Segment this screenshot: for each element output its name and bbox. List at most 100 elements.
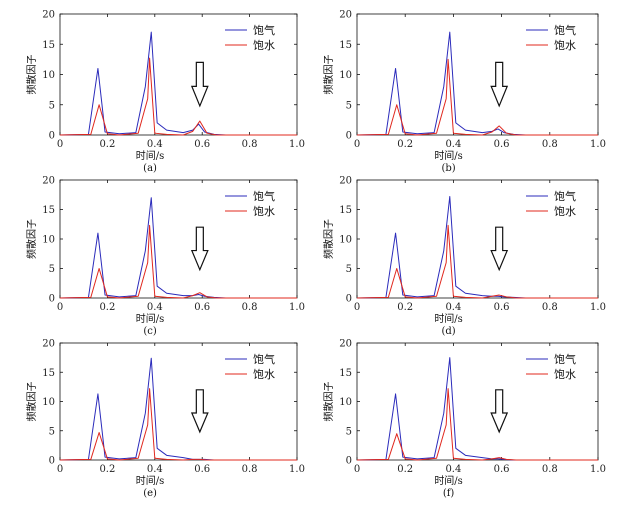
x-tick-label: 0.6 <box>194 464 210 475</box>
x-tick-label: 0.8 <box>242 302 258 313</box>
x-tick-label: 0.6 <box>194 139 210 150</box>
series-line-water <box>59 224 297 299</box>
x-tick-label: 0 <box>354 464 360 475</box>
y-axis-label: 频散因子 <box>322 382 335 422</box>
legend-label: 饱水 <box>554 367 576 381</box>
series-line-water <box>356 388 598 461</box>
legend-label: 饱水 <box>554 204 576 218</box>
y-axis-label: 频散因子 <box>322 219 335 259</box>
x-axis-label: 时间/s <box>136 149 165 162</box>
y-tick-label: 10 <box>42 397 55 408</box>
y-tick-label: 0 <box>346 456 352 467</box>
y-axis-label: 频散因子 <box>25 55 38 95</box>
y-tick-label: 15 <box>42 205 55 216</box>
y-tick-label: 0 <box>49 294 55 305</box>
panel-label: (f) <box>443 488 455 499</box>
y-tick-label: 5 <box>346 264 352 275</box>
x-tick-label: 0.4 <box>147 139 163 150</box>
y-tick-label: 20 <box>339 10 352 21</box>
x-tick-label: 0.4 <box>147 302 163 313</box>
y-tick-label: 15 <box>339 368 352 379</box>
panel-label: (a) <box>143 163 157 174</box>
y-tick-label: 20 <box>339 176 352 187</box>
x-axis-label: 时间/s <box>434 312 463 325</box>
arrow-down-icon <box>190 226 209 272</box>
x-tick-label: 0.8 <box>542 302 558 313</box>
y-tick-label: 0 <box>346 294 352 305</box>
y-tick-label: 0 <box>49 131 55 142</box>
x-tick-label: 0.2 <box>99 139 115 150</box>
x-tick-label: 0.2 <box>99 302 115 313</box>
x-tick-label: 1.0 <box>590 139 606 150</box>
series-line-water <box>356 58 598 136</box>
legend-label: 饱气 <box>253 23 275 37</box>
y-tick-label: 5 <box>346 100 352 111</box>
arrow-down-icon <box>190 61 209 108</box>
y-tick-label: 0 <box>49 456 55 467</box>
y-axis-label: 频散因子 <box>25 219 38 259</box>
x-tick-label: 0.4 <box>147 464 163 475</box>
y-tick-label: 10 <box>339 70 352 81</box>
x-tick-label: 1.0 <box>289 302 305 313</box>
x-tick-label: 0.2 <box>397 302 413 313</box>
x-tick-label: 0.4 <box>445 139 461 150</box>
x-tick-label: 1.0 <box>289 464 305 475</box>
x-tick-label: 0 <box>57 464 63 475</box>
x-tick-label: 0.6 <box>194 302 210 313</box>
x-tick-label: 0.6 <box>494 464 510 475</box>
y-axis-label: 频散因子 <box>322 55 335 95</box>
panel-label: (c) <box>143 326 157 337</box>
arrow-down-icon <box>490 389 509 434</box>
arrow-down-icon <box>490 61 509 108</box>
series-line-water <box>59 57 297 136</box>
x-axis-label: 时间/s <box>136 474 165 487</box>
legend-label: 饱水 <box>554 38 576 52</box>
y-tick-label: 10 <box>339 397 352 408</box>
x-axis-label: 时间/s <box>434 474 463 487</box>
x-tick-label: 0.2 <box>397 139 413 150</box>
y-tick-label: 5 <box>49 264 55 275</box>
plot-frame <box>356 342 599 461</box>
panel-label: (b) <box>441 163 455 174</box>
x-tick-label: 0.8 <box>242 464 258 475</box>
x-tick-label: 0.8 <box>542 139 558 150</box>
y-tick-label: 20 <box>42 176 55 187</box>
plot-frame <box>356 179 599 299</box>
series-line-water <box>59 388 297 461</box>
arrow-down-icon <box>190 389 209 434</box>
x-tick-label: 0.4 <box>445 302 461 313</box>
y-tick-label: 5 <box>346 426 352 437</box>
legend-label: 饱水 <box>253 367 275 381</box>
legend-label: 饱水 <box>253 38 275 52</box>
x-tick-label: 0 <box>354 302 360 313</box>
legend-label: 饱水 <box>253 204 275 218</box>
x-axis-label: 时间/s <box>136 312 165 325</box>
x-tick-label: 0.4 <box>445 464 461 475</box>
x-tick-label: 0.6 <box>494 302 510 313</box>
legend-label: 饱气 <box>554 189 576 203</box>
y-tick-label: 15 <box>42 40 55 51</box>
y-tick-label: 20 <box>42 339 55 350</box>
x-axis-label: 时间/s <box>434 149 463 162</box>
y-tick-label: 5 <box>49 100 55 111</box>
y-tick-label: 20 <box>339 339 352 350</box>
y-axis-label: 频散因子 <box>25 382 38 422</box>
x-tick-label: 0.2 <box>99 464 115 475</box>
panel-label: (d) <box>441 326 455 337</box>
panel-label: (e) <box>143 488 157 499</box>
x-tick-label: 0 <box>57 139 63 150</box>
y-tick-label: 10 <box>339 235 352 246</box>
legend-label: 饱气 <box>253 352 275 366</box>
arrow-down-icon <box>490 226 509 272</box>
x-tick-label: 0.2 <box>397 464 413 475</box>
x-tick-label: 0.6 <box>494 139 510 150</box>
x-tick-label: 0.8 <box>542 464 558 475</box>
y-tick-label: 0 <box>346 131 352 142</box>
x-tick-label: 0 <box>57 302 63 313</box>
